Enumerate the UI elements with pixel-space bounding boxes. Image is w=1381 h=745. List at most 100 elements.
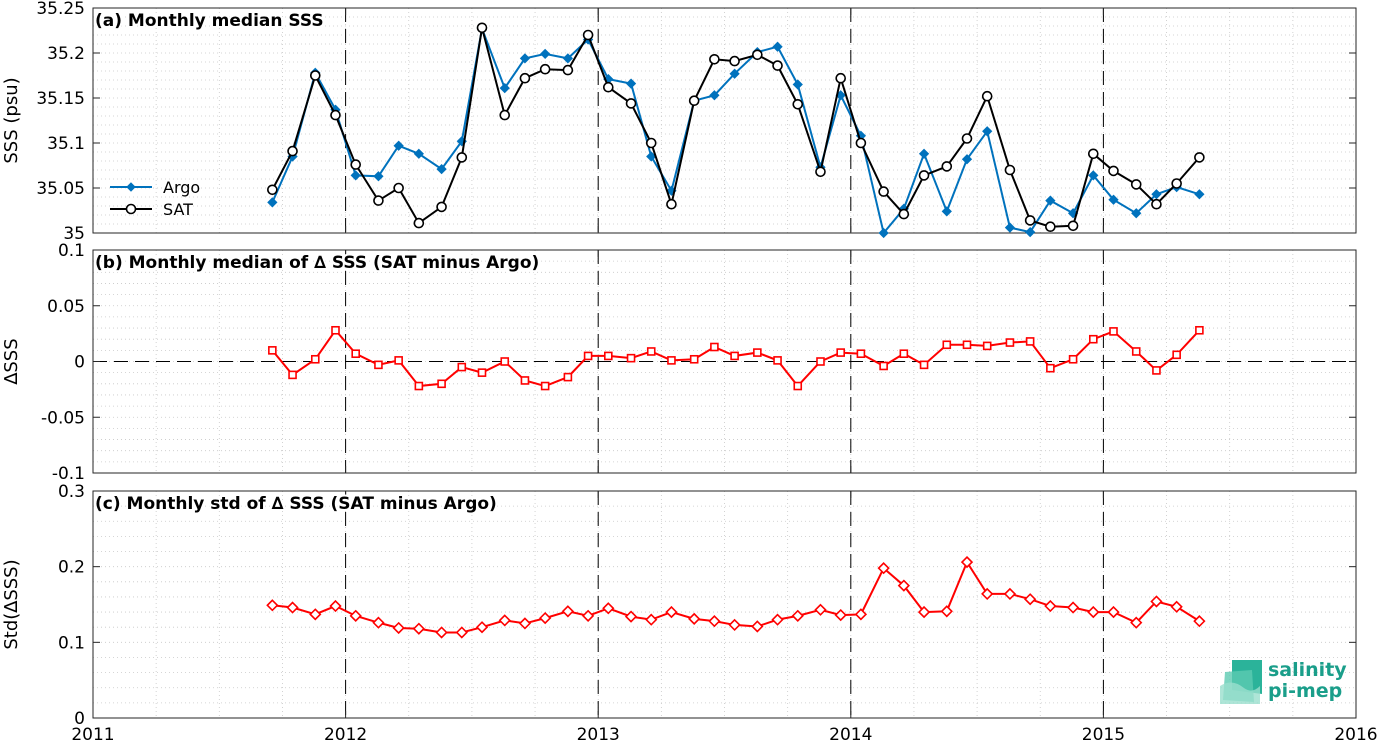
data-point xyxy=(729,55,740,67)
data-point xyxy=(941,206,952,217)
data-point xyxy=(455,626,468,639)
data-point xyxy=(373,195,384,206)
data-point xyxy=(1193,615,1206,628)
data-point xyxy=(835,72,846,84)
data-point xyxy=(1109,327,1118,336)
data-point xyxy=(772,60,783,71)
data-point xyxy=(940,605,953,618)
data-point xyxy=(562,64,574,76)
data-point xyxy=(436,163,447,175)
data-point xyxy=(645,137,657,149)
data-point xyxy=(771,613,784,626)
data-point xyxy=(267,197,278,208)
data-point xyxy=(519,53,531,64)
y-tick-label: 35.05 xyxy=(36,179,85,199)
y-tick-label: 0.3 xyxy=(58,482,85,502)
data-point xyxy=(310,354,320,364)
x-tick-label: 2014 xyxy=(829,725,872,745)
data-point xyxy=(374,360,383,370)
x-tick-label: 2013 xyxy=(577,725,620,745)
data-point xyxy=(1045,221,1056,232)
data-point xyxy=(752,49,763,61)
data-point xyxy=(498,614,511,627)
data-point xyxy=(689,354,699,364)
data-point xyxy=(475,621,489,634)
data-point xyxy=(1152,366,1161,375)
data-point xyxy=(665,605,678,619)
series-delta-0 xyxy=(268,325,1204,391)
data-point xyxy=(499,82,510,94)
data-point xyxy=(941,161,953,172)
data-point xyxy=(1107,605,1120,619)
data-point xyxy=(815,166,826,178)
axes-box xyxy=(92,7,1357,234)
logo-line2: pi-mep xyxy=(1268,680,1342,702)
panel-a: 35 35.05 35.1 35.15 35.2 35.25 SSS (psu) (a) Mo… xyxy=(1,0,1357,244)
data-point xyxy=(561,605,575,618)
data-point xyxy=(1194,189,1205,200)
data-point xyxy=(309,608,322,621)
data-point xyxy=(288,370,297,380)
data-point xyxy=(878,227,889,239)
data-point xyxy=(603,81,614,93)
x-tick-label: 2016 xyxy=(1334,725,1377,745)
data-point xyxy=(350,170,361,181)
data-point xyxy=(413,217,425,229)
data-point xyxy=(751,620,764,633)
data-point xyxy=(519,72,531,84)
y-tick-label: 0 xyxy=(74,353,85,373)
y-tick-label: 35.25 xyxy=(36,0,85,19)
data-point xyxy=(1130,616,1143,629)
data-point xyxy=(834,608,847,622)
data-point xyxy=(1004,164,1016,176)
data-point xyxy=(1025,226,1036,238)
data-point xyxy=(625,98,637,109)
data-point xyxy=(667,356,676,365)
data-point xyxy=(981,90,993,102)
data-point xyxy=(728,618,741,632)
x-tick-label: 2012 xyxy=(324,725,367,745)
data-point xyxy=(393,182,404,194)
data-point xyxy=(1087,605,1100,619)
data-point xyxy=(1044,599,1057,613)
data-point xyxy=(792,79,803,90)
minor-grid xyxy=(92,7,1357,234)
logo-wave-icon xyxy=(1220,660,1262,704)
data-point xyxy=(1130,179,1142,190)
data-point xyxy=(854,608,868,621)
data-point xyxy=(1170,600,1183,613)
data-point xyxy=(414,381,424,391)
data-point xyxy=(331,325,340,335)
data-point xyxy=(918,148,930,159)
data-point xyxy=(793,381,803,391)
data-point xyxy=(688,95,700,106)
logo-line1: salinity xyxy=(1268,659,1347,681)
data-point xyxy=(457,362,467,372)
y-axis-label: Std(∆SSS) xyxy=(1,559,22,649)
data-point xyxy=(878,186,889,197)
data-point xyxy=(582,29,594,41)
data-point xyxy=(520,376,530,385)
data-point xyxy=(1172,350,1181,360)
data-point xyxy=(435,626,448,639)
data-point xyxy=(1004,222,1016,233)
data-point xyxy=(1151,189,1162,200)
data-point xyxy=(1108,165,1119,177)
data-point xyxy=(1025,337,1035,346)
data-point xyxy=(581,609,595,622)
panel-title: (b) Monthly median of ∆ SSS (SAT minus A… xyxy=(95,253,539,273)
data-point xyxy=(879,361,888,371)
y-tick-label: 0.1 xyxy=(58,633,85,653)
data-point xyxy=(477,368,487,377)
data-point xyxy=(1024,215,1036,226)
data-point xyxy=(287,145,298,157)
data-point xyxy=(791,609,804,622)
data-point xyxy=(540,48,551,60)
data-point xyxy=(539,63,551,75)
data-point xyxy=(329,599,342,613)
axes-box xyxy=(92,490,1357,719)
data-point xyxy=(773,356,782,365)
data-point xyxy=(981,587,994,601)
data-point xyxy=(351,349,361,358)
data-point xyxy=(476,22,488,34)
